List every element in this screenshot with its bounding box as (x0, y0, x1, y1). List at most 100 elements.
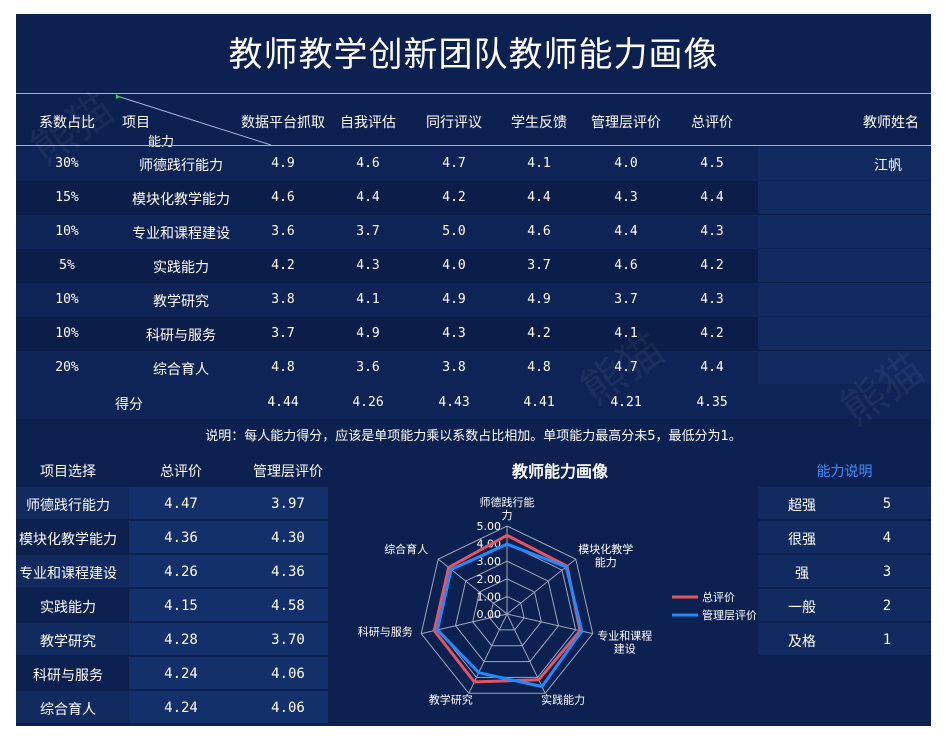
explanation-note: 说明：每人能力得分，应该是单项能力乘以系数占比相加。单项能力最高分未5，最低分为… (205, 429, 742, 444)
ability-name: 实践能力 (153, 260, 209, 276)
score-cell: 4.0 (442, 258, 466, 273)
ability-name: 科研与服务 (146, 328, 216, 344)
left-total-value: 4.24 (164, 666, 198, 682)
score-cell: 3.6 (356, 360, 380, 375)
header-col: 数据平台抓取 (241, 115, 325, 131)
chart-title: 教师能力画像 (511, 462, 608, 481)
ability-name: 教学研究 (153, 294, 209, 310)
legend-level: 及格 (788, 634, 816, 650)
radar-grid-ring (454, 560, 560, 663)
coef-cell: 30% (55, 156, 79, 171)
left-manager-value: 3.70 (271, 632, 305, 648)
score-cell: 4.6 (614, 258, 638, 273)
title-divider (16, 93, 931, 94)
score-cell: 4.2 (700, 326, 724, 341)
score-cell: 4.8 (527, 360, 551, 375)
score-cell: 4.8 (271, 360, 295, 375)
left-manager-value: 4.06 (271, 666, 305, 682)
score-cell: 4.9 (271, 156, 295, 171)
score-cell: 4.9 (442, 292, 466, 307)
score-cell: 3.8 (271, 292, 295, 307)
radar-tick-label: 3.00 (477, 555, 502, 568)
left-manager-value: 4.36 (271, 564, 305, 580)
radar-grid-ring (489, 595, 525, 631)
header-coef: 系数占比 (39, 115, 95, 131)
radar-tick-label: 1.00 (477, 590, 502, 603)
score-label: 得分 (115, 397, 143, 413)
radar-tick-label: 5.00 (477, 520, 502, 533)
left-total-value: 4.26 (164, 564, 198, 580)
score-cell: 4.3 (700, 224, 724, 239)
radar-spoke (468, 613, 508, 694)
teacher-cell (758, 181, 931, 214)
left-manager-value: 4.58 (271, 598, 305, 614)
coef-cell: 10% (55, 326, 79, 341)
score-cell: 4.7 (442, 156, 466, 171)
left-header: 管理层评价 (253, 464, 323, 480)
legend-label: 管理层评价 (702, 608, 757, 622)
left-manager-value: 3.97 (271, 496, 305, 512)
score-cell: 4.4 (356, 190, 380, 205)
total-score-cell: 4.21 (610, 395, 642, 410)
left-item-name[interactable]: 专业和课程建设 (19, 566, 117, 582)
teacher-cell (758, 317, 931, 350)
left-total-value: 4.15 (164, 598, 198, 614)
score-cell: 4.4 (700, 360, 724, 375)
teacher-name: 江帆 (874, 158, 902, 174)
legend-row (758, 521, 931, 553)
radar-tick-label: 2.00 (477, 573, 502, 586)
legend-row (758, 623, 931, 655)
left-item-name[interactable]: 教学研究 (40, 634, 96, 650)
coef-cell: 15% (55, 190, 79, 205)
radar-category-label: 师德践行能力 (480, 495, 535, 522)
teacher-cell (758, 215, 931, 248)
legend-level: 很强 (788, 532, 816, 548)
header-ability: 能力 (147, 135, 174, 150)
score-cell: 4.6 (271, 190, 295, 205)
radar-grid-ring (472, 578, 542, 647)
left-value-bg (129, 487, 328, 519)
legend-value: 3 (882, 564, 892, 580)
score-cell: 4.0 (614, 156, 638, 171)
score-cell: 5.0 (442, 224, 466, 239)
coef-cell: 5% (59, 258, 75, 273)
radar-category-label: 综合育人 (384, 542, 428, 556)
score-cell: 4.3 (442, 326, 466, 341)
left-value-bg (129, 555, 328, 587)
score-cell: 4.2 (527, 326, 551, 341)
score-cell: 3.7 (614, 292, 638, 307)
radar-category-label: 科研与服务 (358, 625, 413, 639)
coef-cell: 20% (55, 360, 79, 375)
total-score-cell: 4.26 (352, 395, 384, 410)
radar-grid-ring (420, 525, 594, 694)
left-total-value: 4.24 (164, 700, 198, 716)
ability-name: 专业和课程建设 (132, 226, 230, 242)
score-cell: 4.4 (527, 190, 551, 205)
header-col: 管理层评价 (591, 115, 661, 131)
radar-chart: 0.001.002.003.004.005.00师德践行能力模块化教学能力专业和… (358, 495, 757, 706)
total-score-cell: 4.35 (696, 395, 728, 410)
header-col: 学生反馈 (511, 115, 567, 131)
left-item-name[interactable]: 师德践行能力 (26, 498, 110, 514)
left-manager-value: 4.30 (271, 530, 305, 546)
total-score-cell: 4.44 (267, 395, 299, 410)
left-item-name[interactable]: 科研与服务 (33, 668, 103, 684)
left-total-value: 4.28 (164, 632, 198, 648)
score-cell: 4.3 (700, 292, 724, 307)
score-cell: 4.3 (614, 190, 638, 205)
left-item-name[interactable]: 综合育人 (40, 702, 96, 718)
score-cell: 4.9 (527, 292, 551, 307)
left-manager-value: 4.06 (271, 700, 305, 716)
legend-level: 超强 (788, 498, 816, 514)
score-cell: 4.2 (700, 258, 724, 273)
total-score-cell: 4.43 (438, 395, 470, 410)
left-header: 总评价 (160, 464, 202, 480)
legend-value: 2 (882, 598, 892, 614)
left-total-value: 4.36 (164, 530, 198, 546)
header-teacher: 教师姓名 (863, 115, 919, 131)
left-item-name[interactable]: 模块化教学能力 (19, 532, 117, 548)
left-item-name[interactable]: 实践能力 (40, 600, 96, 616)
score-cell: 3.7 (356, 224, 380, 239)
ability-name: 模块化教学能力 (132, 192, 230, 208)
radar-spoke (506, 558, 577, 615)
